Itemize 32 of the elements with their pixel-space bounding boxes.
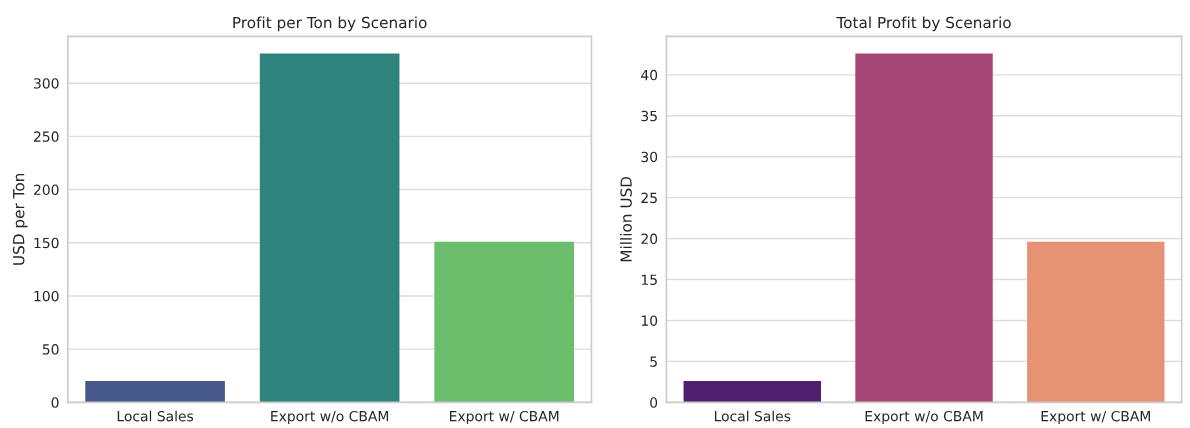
chart-title: Profit per Ton by Scenario <box>233 16 427 32</box>
y-tick-label: 0 <box>650 397 658 408</box>
y-tick-label: 15 <box>641 274 657 285</box>
y-tick-label: 0 <box>51 397 59 408</box>
x-tick-label: Export w/ CBAM <box>1041 410 1150 425</box>
y-tick-label: 100 <box>34 290 59 302</box>
y-tick-label: 200 <box>34 184 59 196</box>
x-tick-label: Export w/o CBAM <box>271 410 389 425</box>
y-tick-label: 300 <box>34 78 59 89</box>
y-tick-label: 20 <box>641 233 658 245</box>
bar <box>259 53 400 403</box>
x-tick-label: Local Sales <box>714 410 791 422</box>
x-tick-label: Export w/ CBAM <box>450 410 559 425</box>
y-tick-label: 35 <box>641 110 657 122</box>
y-tick-label: 5 <box>650 356 657 367</box>
bar <box>1027 241 1165 403</box>
bar <box>434 241 574 403</box>
x-tick-label: Local Sales <box>117 410 194 422</box>
x-tick-label: Export w/o CBAM <box>865 410 983 425</box>
y-tick-label: 10 <box>641 315 658 326</box>
y-tick-label: 25 <box>641 192 657 204</box>
y-tick-label: 50 <box>42 344 59 355</box>
y-tick-label: 250 <box>34 131 59 142</box>
y-axis-title: Million USD <box>620 176 632 262</box>
y-tick-label: 30 <box>641 151 658 163</box>
bar <box>855 53 993 403</box>
bar <box>85 381 225 403</box>
y-tick-label: 40 <box>641 69 658 81</box>
y-tick-label: 150 <box>34 237 59 249</box>
y-axis-title: USD per Ton <box>12 173 28 265</box>
bar <box>683 381 821 403</box>
chart-title: Total Profit by Scenario <box>836 16 1011 32</box>
